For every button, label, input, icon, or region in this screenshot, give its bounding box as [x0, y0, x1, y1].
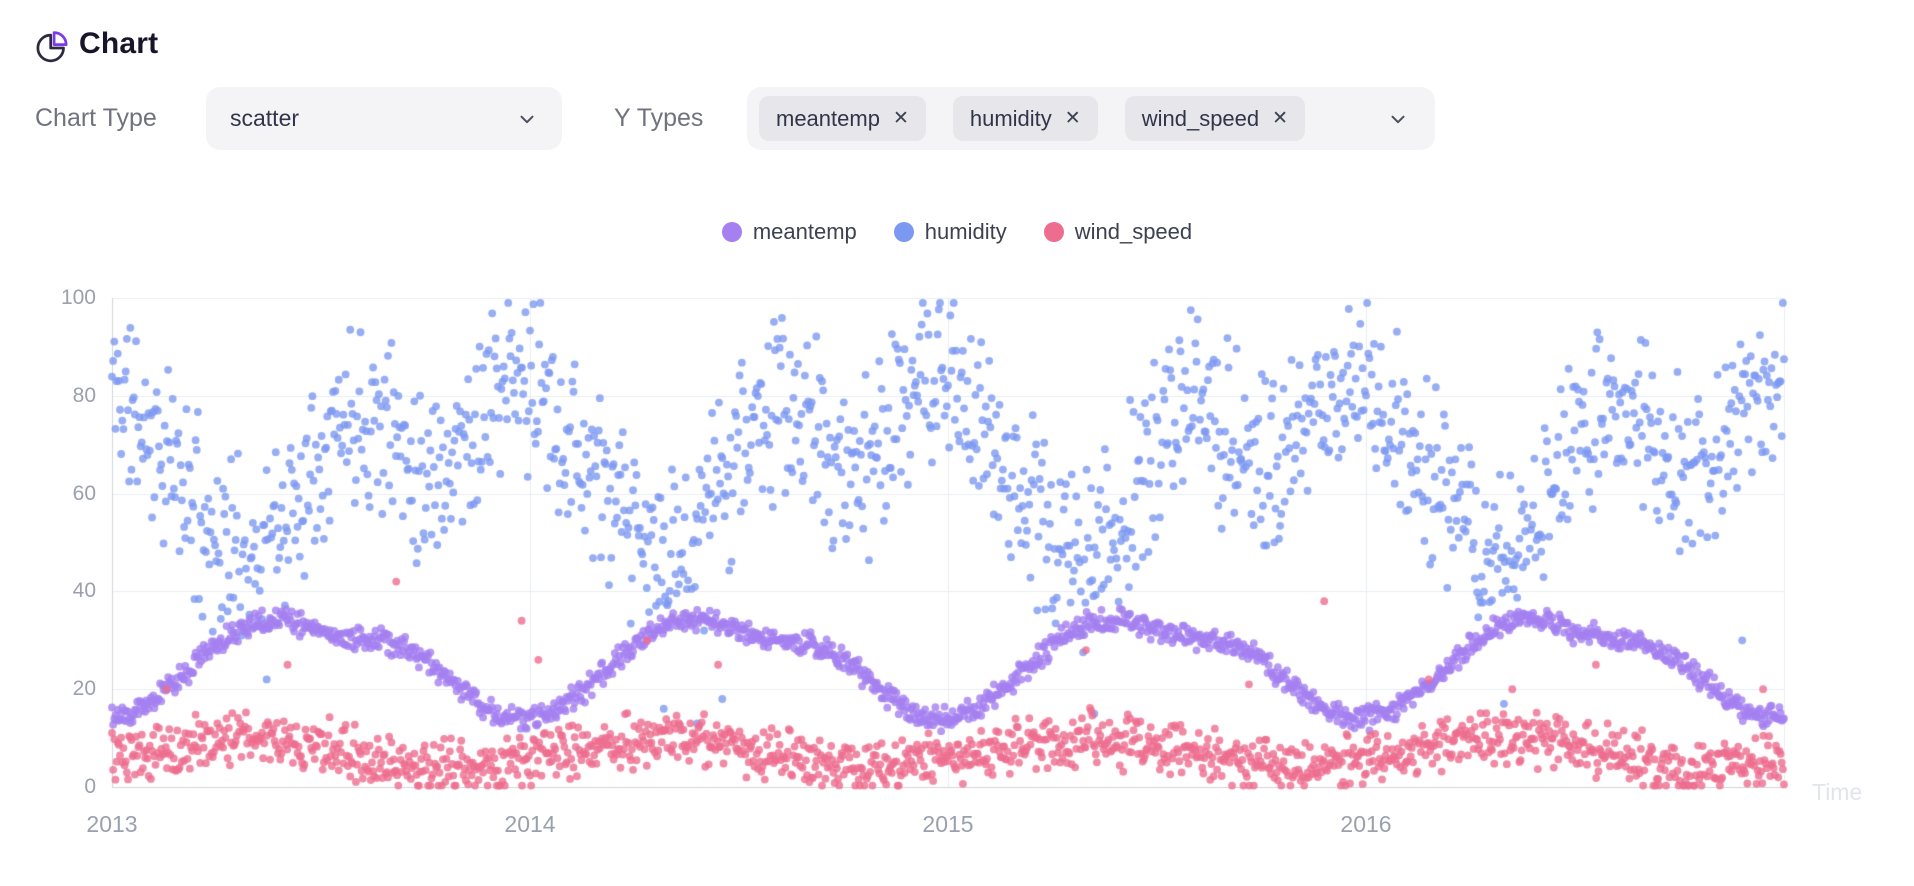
y-type-tag-label: humidity: [969, 105, 1052, 131]
chart-type-value: scatter: [230, 105, 300, 131]
legend-marker: [893, 222, 914, 242]
page-title: Chart: [79, 27, 159, 60]
chart-type-label: Chart Type: [35, 104, 157, 132]
chevron-down-icon: [520, 115, 534, 123]
y-type-tag-label: meantemp: [776, 105, 880, 131]
x-axis-tick-label: 2014: [504, 811, 556, 837]
legend-marker: [721, 222, 742, 242]
scatter-plot-canvas[interactable]: [0, 250, 1914, 862]
chevron-down-icon: [1391, 115, 1405, 123]
y-types-select[interactable]: meantemp ✕ humidity ✕ wind_speed ✕: [747, 87, 1435, 150]
legend-item[interactable]: wind_speed: [1043, 219, 1193, 245]
pie-chart-icon: [36, 31, 68, 63]
y-type-tag: wind_speed ✕: [1124, 96, 1306, 141]
legend-label: meantemp: [752, 219, 857, 244]
y-axis-tick-label: 80: [72, 383, 96, 407]
legend-item[interactable]: meantemp: [721, 219, 857, 245]
y-axis-tick-label: 20: [72, 677, 96, 701]
y-types-label: Y Types: [614, 104, 704, 132]
remove-icon[interactable]: ✕: [892, 108, 909, 129]
x-axis-tick-label: 2016: [1340, 811, 1392, 837]
y-axis-tick-label: 40: [72, 579, 96, 603]
y-axis-tick-label: 0: [84, 775, 96, 798]
y-axis-tick-label: 100: [60, 286, 96, 309]
x-axis-tick-label: 2015: [922, 811, 974, 837]
legend-label: wind_speed: [1074, 219, 1193, 244]
y-type-tag: meantemp ✕: [759, 96, 926, 141]
legend-item[interactable]: humidity: [893, 219, 1007, 245]
y-axis-tick-label: 60: [72, 481, 96, 505]
legend: meantemp humidity wind_speed: [0, 219, 1914, 245]
x-axis-title: Time: [1812, 779, 1863, 805]
remove-icon[interactable]: ✕: [1064, 108, 1081, 129]
remove-icon[interactable]: ✕: [1272, 108, 1289, 129]
y-type-tag: humidity ✕: [952, 96, 1098, 141]
chart-type-select[interactable]: scatter: [206, 87, 562, 150]
legend-marker: [1043, 222, 1064, 242]
legend-label: humidity: [924, 219, 1007, 244]
x-axis-tick-label: 2013: [86, 811, 138, 837]
y-type-tag-label: wind_speed: [1141, 105, 1260, 131]
